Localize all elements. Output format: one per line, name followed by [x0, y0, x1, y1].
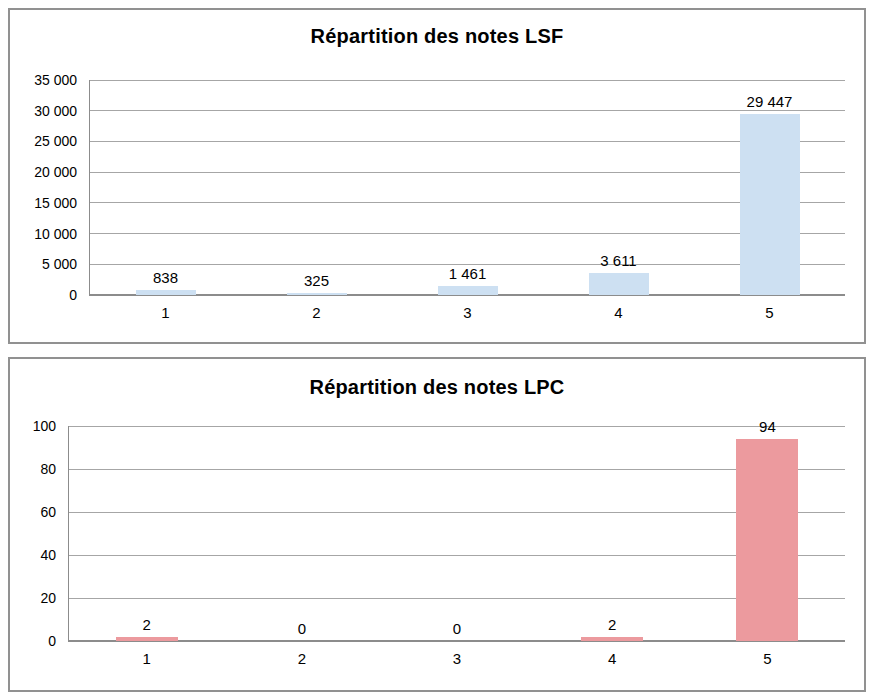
- bar-value-label: 1 461: [449, 265, 487, 283]
- gridline: [69, 598, 845, 599]
- y-axis-tick-label: 20 000: [34, 163, 77, 181]
- y-axis-tick-label: 60: [40, 503, 56, 521]
- lsf-chart-panel: Répartition des notes LSF 05 00010 00015…: [8, 8, 866, 344]
- x-axis-category-label: 3: [453, 650, 461, 668]
- y-axis-tick-label: 30 000: [34, 102, 77, 120]
- lpc-chart-panel: Répartition des notes LPC 02040608010021…: [8, 357, 866, 692]
- y-axis-tick-label: 0: [48, 632, 56, 650]
- gridline: [69, 426, 845, 427]
- y-axis-tick-label: 25 000: [34, 132, 77, 150]
- gridline: [90, 141, 845, 142]
- y-axis-tick-label: 0: [69, 286, 77, 304]
- lsf-plot-area: 05 00010 00015 00020 00025 00030 00035 0…: [90, 80, 845, 295]
- bar-value-label: 3 611: [600, 252, 636, 270]
- gridline: [90, 233, 845, 234]
- gridline: [90, 110, 845, 111]
- bar-value-label: 325: [304, 272, 329, 290]
- bar: [740, 114, 800, 295]
- y-axis-tick-label: 10 000: [34, 225, 77, 243]
- gridline: [69, 512, 845, 513]
- y-axis-tick-label: 5 000: [42, 255, 77, 273]
- y-axis-tick-label: 15 000: [34, 194, 77, 212]
- x-axis-category-label: 5: [765, 304, 773, 322]
- charts-page: Répartition des notes LSF 05 00010 00015…: [0, 0, 874, 700]
- bar-value-label: 2: [142, 616, 150, 634]
- bar: [136, 290, 196, 295]
- bar: [438, 286, 498, 295]
- bar-value-label: 29 447: [747, 93, 793, 111]
- x-axis-category-label: 2: [298, 650, 306, 668]
- bar-value-label: 0: [298, 620, 306, 638]
- chart-title-lpc: Répartition des notes LPC: [10, 376, 864, 399]
- bar-value-label: 838: [153, 269, 178, 287]
- bar-value-label: 94: [759, 418, 776, 436]
- x-axis-category-label: 3: [463, 304, 471, 322]
- x-axis-category-label: 5: [763, 650, 771, 668]
- bar: [589, 273, 649, 295]
- y-axis-tick-label: 20: [40, 589, 56, 607]
- x-axis-category-label: 1: [161, 304, 169, 322]
- x-axis-category-label: 4: [608, 650, 616, 668]
- y-axis-tick-label: 80: [40, 460, 56, 478]
- bar: [116, 637, 178, 641]
- bar: [736, 439, 798, 641]
- y-axis-tick-label: 100: [33, 417, 56, 435]
- lpc-plot-area: 02040608010021020324945: [69, 426, 845, 641]
- y-axis-line: [68, 426, 69, 641]
- y-axis-tick-label: 40: [40, 546, 56, 564]
- x-axis-category-label: 4: [614, 304, 622, 322]
- chart-title-lsf: Répartition des notes LSF: [10, 25, 864, 48]
- gridline: [69, 469, 845, 470]
- bar-value-label: 0: [453, 620, 461, 638]
- x-axis-line: [68, 640, 845, 642]
- bar-value-label: 2: [608, 616, 616, 634]
- x-axis-category-label: 1: [142, 650, 150, 668]
- y-axis-line: [89, 80, 90, 295]
- gridline: [69, 555, 845, 556]
- bar: [287, 293, 347, 295]
- y-axis-tick-label: 35 000: [34, 71, 77, 89]
- gridline: [90, 202, 845, 203]
- gridline: [90, 172, 845, 173]
- gridline: [90, 80, 845, 81]
- x-axis-category-label: 2: [312, 304, 320, 322]
- bar: [581, 637, 643, 641]
